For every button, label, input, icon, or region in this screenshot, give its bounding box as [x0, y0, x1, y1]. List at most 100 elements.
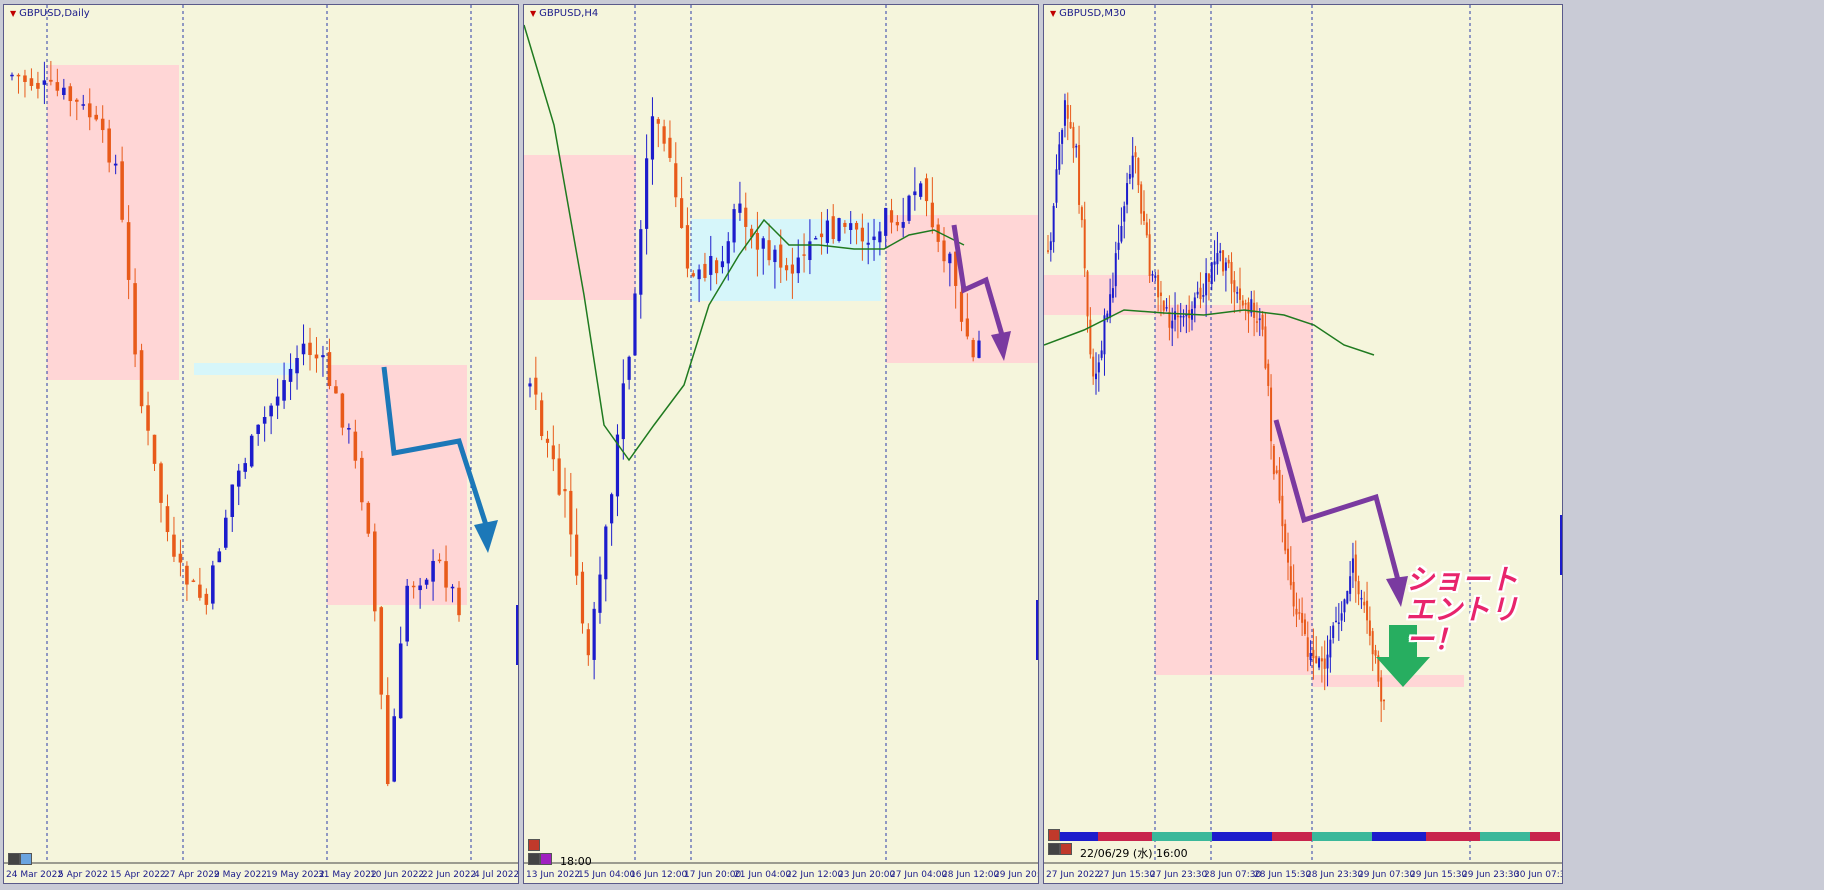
candle [1264, 313, 1267, 370]
candle-body [1196, 291, 1199, 295]
candle [1143, 190, 1145, 226]
chart-panel-m30[interactable]: 27 Jun 2022 27 Jun 15:30 27 Jun 23:30 28 Ju… [1043, 4, 1563, 884]
trade-panel-icon[interactable] [20, 853, 32, 865]
candle-body [586, 629, 590, 656]
candle-body [314, 354, 319, 359]
candle [1114, 241, 1117, 298]
trend-arrow-line-0 [381, 366, 489, 526]
candle [1278, 457, 1281, 504]
candle-body [334, 386, 338, 394]
time-marker: 18:00 [560, 855, 592, 868]
session-bar-segment-2 [1152, 832, 1212, 841]
candle-body [837, 218, 841, 241]
candle-body [1061, 130, 1064, 144]
candle [178, 539, 183, 577]
candle [878, 221, 882, 256]
candle-body [790, 264, 795, 274]
x-tick-label: 13 Jun 2022 [526, 870, 580, 880]
candle-body [1080, 207, 1083, 221]
candle-body [457, 587, 461, 616]
candle-body [1253, 302, 1256, 318]
dropdown-triangle-icon[interactable]: ▼ [1050, 9, 1057, 18]
candle-body [784, 265, 789, 271]
candle-body [379, 607, 384, 695]
candle-body [450, 586, 455, 589]
candle-body [373, 531, 377, 612]
one-click-trading-icon[interactable] [1048, 843, 1060, 855]
candle-body [295, 357, 299, 374]
trade-panel-icon[interactable] [1060, 843, 1072, 855]
candle-body [1306, 637, 1309, 657]
candle [1174, 292, 1177, 332]
one-click-trading-icon[interactable] [8, 853, 20, 865]
candle [1185, 304, 1188, 334]
candle [152, 434, 157, 471]
candle [1318, 656, 1321, 671]
candle-body [1148, 234, 1151, 277]
candle [954, 251, 958, 309]
candle [1137, 157, 1140, 194]
candle-body [621, 383, 625, 440]
chart-panel-daily[interactable]: 24 Mar 2022 5 Apr 2022 15 Apr 2022 27 Apr 2… [3, 4, 519, 884]
candle [1287, 532, 1289, 581]
candle-body [942, 240, 946, 262]
dropdown-triangle-icon[interactable]: ▼ [10, 9, 17, 18]
candle-body [977, 340, 981, 358]
zone-1 [327, 365, 467, 605]
candle [913, 167, 917, 211]
chart-panel-h4[interactable]: 13 Jun 2022 15 Jun 04:00 16 Jun 12:00 17 Ju… [523, 4, 1039, 884]
candle [1159, 280, 1162, 317]
candle-body [545, 438, 550, 443]
candle [650, 97, 655, 185]
candle [217, 548, 222, 563]
candle [1219, 242, 1222, 262]
session-bar-segment-6 [1372, 832, 1426, 841]
candle-body [1343, 599, 1346, 613]
candle [1247, 297, 1250, 333]
candle-body [269, 405, 273, 417]
candle-body [1292, 581, 1295, 607]
x-tick-label: 29 Jun 15:30 [1410, 870, 1467, 880]
candle [1374, 644, 1377, 664]
candle-body [185, 565, 189, 585]
candle-body [1140, 184, 1143, 214]
trend-arrow-head-0 [1386, 576, 1408, 607]
trend-arrow-head-0 [474, 520, 498, 553]
candle [230, 484, 235, 532]
candle-body [165, 506, 170, 533]
trade-panel-icon[interactable] [540, 853, 552, 865]
candle-body [42, 80, 47, 85]
minus-icon[interactable] [528, 839, 540, 851]
candle [1120, 207, 1123, 244]
candle [94, 105, 98, 122]
candle-body [633, 293, 637, 356]
candle [1131, 137, 1134, 190]
x-tick-label: 29 Jun 07:30 [1358, 870, 1415, 880]
candle-body [1250, 299, 1253, 313]
candle-body [592, 608, 596, 660]
one-click-trading-icon[interactable] [528, 853, 540, 865]
candle-body [424, 579, 429, 585]
trend-arrow-line-0 [1273, 419, 1401, 581]
candle [1343, 598, 1346, 622]
candle-body [385, 695, 390, 785]
candle-body [814, 238, 818, 240]
candle-body [1272, 445, 1275, 475]
candle [49, 60, 53, 86]
candle [668, 120, 672, 162]
candle-body [204, 593, 209, 605]
candle [1270, 374, 1273, 460]
candle-body [1134, 152, 1137, 158]
candle [87, 88, 92, 131]
candle [703, 252, 707, 282]
minus-icon[interactable] [1048, 829, 1060, 841]
candle [1357, 575, 1360, 606]
price-edge-marker [1560, 515, 1562, 575]
session-bar-segment-0 [1048, 832, 1102, 841]
candle-body [1216, 253, 1219, 265]
candle [288, 353, 293, 400]
dropdown-triangle-icon[interactable]: ▼ [530, 9, 537, 18]
candle-body [1326, 654, 1329, 669]
candle-body [1230, 262, 1233, 284]
